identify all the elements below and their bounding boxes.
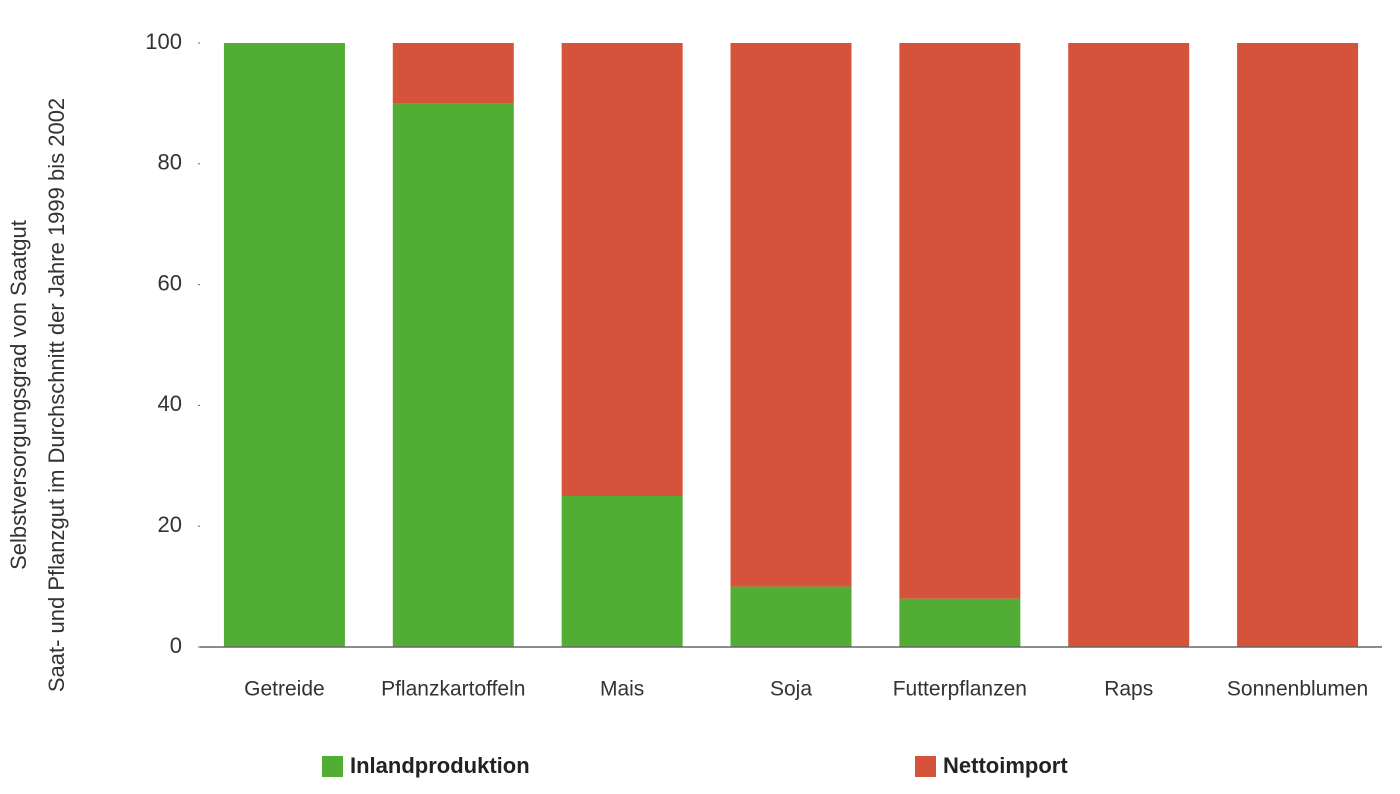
- bar-segment: [899, 598, 1021, 647]
- bar-segment: [223, 43, 345, 647]
- y-tick-label: 0: [170, 633, 182, 658]
- y-tick-label: 100: [145, 29, 182, 54]
- x-tick-label: Sonnenblumen: [1227, 678, 1368, 701]
- bar-segment: [730, 586, 852, 647]
- y-tick-label: 40: [158, 391, 182, 416]
- x-tick-label: Futterpflanzen: [893, 678, 1027, 701]
- y-axis-label: Selbstversorgungsgrad von Saatgut: [6, 220, 31, 570]
- y-tick-label: 80: [158, 150, 182, 175]
- bar-segment: [392, 103, 514, 647]
- legend-label: Inlandproduktion: [350, 753, 530, 778]
- legend-swatch: [915, 756, 936, 777]
- bar-segment: [561, 496, 683, 647]
- legend-swatch: [322, 756, 343, 777]
- bar-segment: [561, 43, 683, 496]
- bar-segment: [1068, 43, 1190, 647]
- x-tick-label: Raps: [1104, 678, 1153, 701]
- bar-segment: [392, 43, 514, 104]
- bar-segment: [899, 43, 1021, 599]
- x-tick-label: Mais: [600, 678, 644, 701]
- bar-segment: [730, 43, 852, 587]
- bar-segment: [1237, 43, 1359, 647]
- y-axis-label: Saat- und Pflanzgut im Durchschnitt der …: [44, 98, 69, 692]
- x-tick-label: Getreide: [244, 678, 325, 701]
- y-tick-label: 20: [158, 512, 182, 537]
- x-tick-label: Pflanzkartoffeln: [381, 678, 525, 701]
- y-tick-label: 60: [158, 270, 182, 295]
- x-tick-label: Soja: [770, 678, 812, 701]
- legend-label: Nettoimport: [943, 753, 1068, 778]
